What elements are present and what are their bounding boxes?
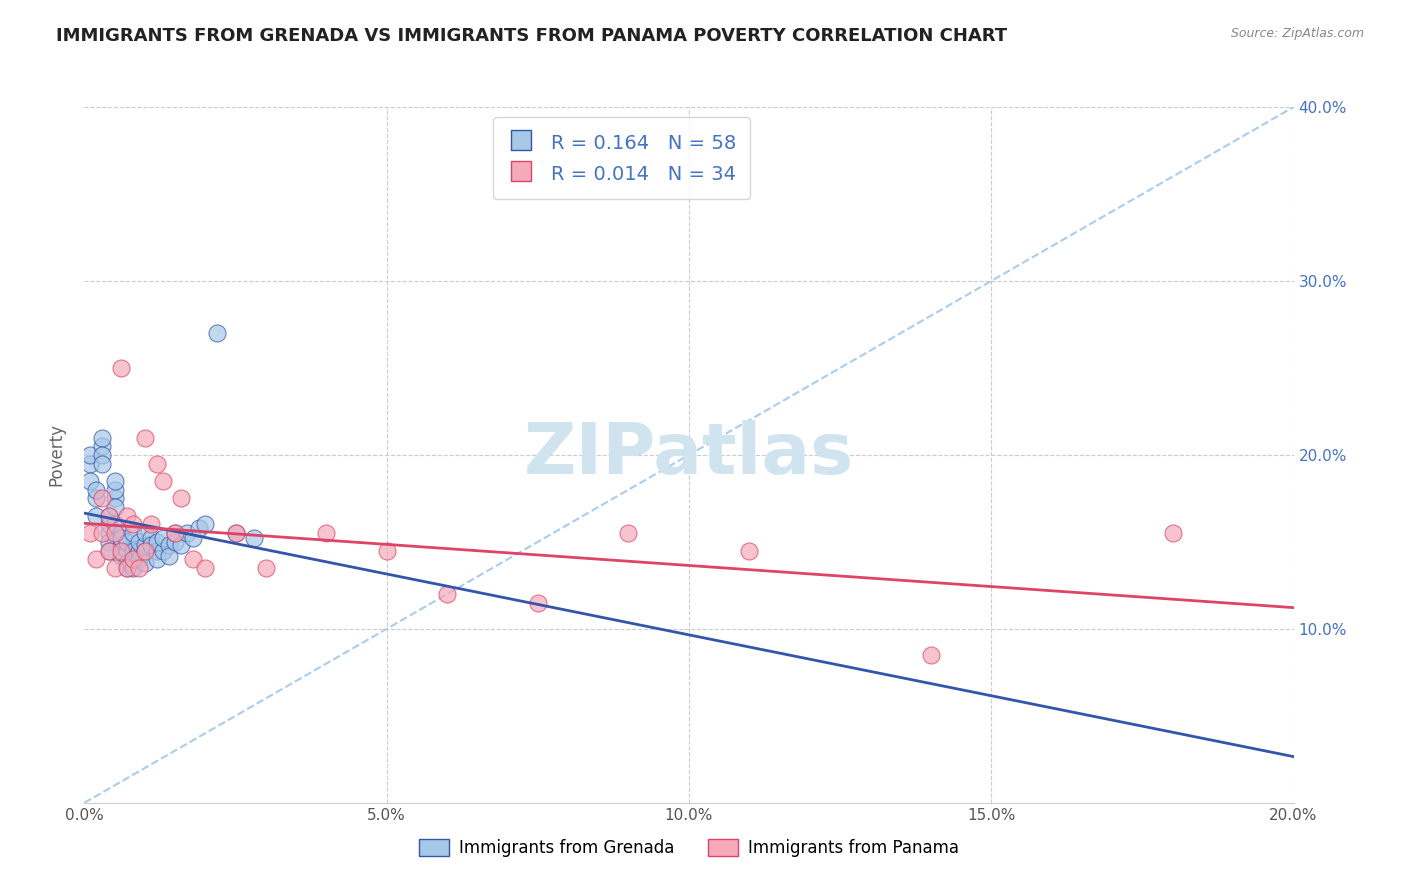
Text: ZIPatlas: ZIPatlas <box>524 420 853 490</box>
Point <box>128 552 150 566</box>
Point <box>115 556 138 570</box>
Point <box>146 552 169 566</box>
Point <box>254 561 277 575</box>
Point <box>91 439 114 453</box>
Point <box>110 360 132 375</box>
Point <box>97 517 120 532</box>
Text: IMMIGRANTS FROM GRENADA VS IMMIGRANTS FROM PANAMA POVERTY CORRELATION CHART: IMMIGRANTS FROM GRENADA VS IMMIGRANTS FR… <box>56 27 1007 45</box>
Point <box>315 526 337 541</box>
Point <box>86 508 108 523</box>
Point <box>134 543 156 558</box>
Point <box>146 457 169 471</box>
Point <box>97 534 120 549</box>
Point <box>110 526 132 541</box>
Point <box>121 561 143 575</box>
Point <box>97 508 120 523</box>
Point <box>110 543 132 558</box>
Point <box>128 543 150 558</box>
Point <box>104 561 127 575</box>
Point <box>115 561 138 575</box>
Point <box>97 508 120 523</box>
Point <box>617 526 640 541</box>
Point <box>152 532 174 546</box>
Point <box>110 549 132 563</box>
Point <box>115 543 138 558</box>
Point <box>134 538 156 552</box>
Point <box>121 517 143 532</box>
Point <box>91 448 114 462</box>
Point <box>139 517 162 532</box>
Point <box>157 538 180 552</box>
Point <box>134 543 156 558</box>
Point <box>176 526 198 541</box>
Point <box>194 561 217 575</box>
Point <box>79 448 101 462</box>
Point <box>91 457 114 471</box>
Point <box>375 543 398 558</box>
Point <box>139 532 162 546</box>
Point <box>97 543 120 558</box>
Point <box>527 596 550 610</box>
Point <box>188 521 211 535</box>
Point <box>110 532 132 546</box>
Point <box>91 430 114 444</box>
Point <box>86 552 108 566</box>
Point <box>104 483 127 497</box>
Point <box>225 526 247 541</box>
Point <box>436 587 458 601</box>
Point <box>115 534 138 549</box>
Point <box>134 430 156 444</box>
Point <box>165 526 187 541</box>
Point <box>97 526 120 541</box>
Point <box>181 552 204 566</box>
Point <box>115 508 138 523</box>
Point <box>121 526 143 541</box>
Point <box>104 474 127 488</box>
Point <box>920 648 942 662</box>
Point <box>181 532 204 546</box>
Point <box>97 543 120 558</box>
Point <box>152 474 174 488</box>
Point <box>104 500 127 514</box>
Point <box>115 561 138 575</box>
Point <box>79 474 101 488</box>
Point <box>104 526 127 541</box>
Legend: Immigrants from Grenada, Immigrants from Panama: Immigrants from Grenada, Immigrants from… <box>412 832 966 864</box>
Point <box>146 534 169 549</box>
Point <box>104 517 127 532</box>
Text: Source: ZipAtlas.com: Source: ZipAtlas.com <box>1230 27 1364 40</box>
Point <box>134 556 156 570</box>
Y-axis label: Poverty: Poverty <box>48 424 66 486</box>
Point <box>152 543 174 558</box>
Point <box>128 534 150 549</box>
Point <box>170 491 193 506</box>
Point <box>146 543 169 558</box>
Point <box>1161 526 1184 541</box>
Point <box>128 561 150 575</box>
Point <box>86 491 108 506</box>
Point <box>225 526 247 541</box>
Point <box>110 538 132 552</box>
Point <box>79 457 101 471</box>
Point <box>157 549 180 563</box>
Point <box>165 534 187 549</box>
Point <box>121 552 143 566</box>
Point <box>79 526 101 541</box>
Point <box>91 526 114 541</box>
Point <box>738 543 761 558</box>
Point <box>91 491 114 506</box>
Point <box>242 532 264 546</box>
Point <box>139 538 162 552</box>
Point <box>134 526 156 541</box>
Point <box>194 517 217 532</box>
Point <box>121 552 143 566</box>
Point <box>86 483 108 497</box>
Point <box>207 326 229 340</box>
Point <box>170 538 193 552</box>
Point <box>104 491 127 506</box>
Point <box>165 526 187 541</box>
Point <box>121 543 143 558</box>
